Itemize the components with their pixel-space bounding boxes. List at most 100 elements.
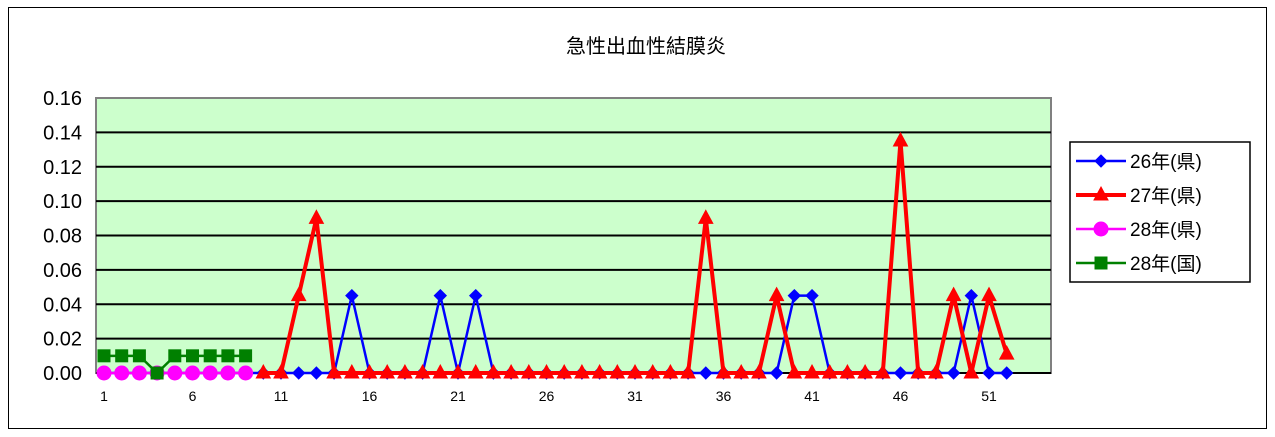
data-point (397, 363, 413, 379)
data-point (220, 365, 236, 381)
data-point (999, 366, 1014, 380)
data-point (343, 363, 360, 379)
data-point (945, 286, 962, 302)
x-tick-label: 6 (189, 388, 197, 404)
y-tick-label: 0.06 (43, 260, 82, 282)
y-tick-labels: 0.00 0.02 0.04 0.06 0.08 0.10 0.12 0.14 0.16 (43, 88, 82, 385)
data-point (839, 363, 856, 379)
data-point (910, 363, 927, 379)
x-tick-label: 51 (981, 388, 997, 404)
data-point (715, 363, 732, 379)
data-point (485, 363, 502, 379)
data-point (538, 363, 555, 379)
data-point (432, 363, 449, 379)
x-tick-labels: 1 6 11 16 21 26 31 36 41 46 51 (100, 388, 997, 404)
grid-layer (96, 131, 1051, 374)
data-point (131, 365, 147, 381)
x-tick-label: 31 (627, 388, 643, 404)
data-point (928, 363, 944, 379)
data-point (150, 366, 164, 380)
data-point (203, 349, 217, 363)
data-point (379, 363, 396, 379)
data-point (255, 363, 272, 379)
y-tick-label: 0.14 (43, 122, 82, 144)
x-tick-label: 11 (274, 388, 289, 404)
data-point (893, 366, 908, 380)
data-point (982, 366, 996, 380)
data-point (680, 363, 696, 379)
data-point (804, 363, 820, 379)
data-point (768, 286, 785, 302)
data-point (132, 349, 146, 363)
x-tick-label: 36 (716, 388, 732, 404)
data-point (115, 349, 129, 363)
data-point (964, 288, 979, 303)
chart-title: 急性出血性結膜炎 (566, 35, 726, 58)
data-point (963, 363, 980, 379)
legend: 26年(県) 27年(県) 28年(県) 28年(国) (1069, 141, 1251, 283)
y-tick-label: 0.12 (43, 157, 82, 179)
data-point (361, 363, 378, 379)
y-tick-label: 0.04 (43, 294, 82, 316)
x-tick-label: 41 (804, 388, 820, 404)
series-1 (255, 131, 1015, 379)
data-point (697, 209, 714, 224)
y-tick-label: 0.16 (43, 88, 82, 110)
data-point (186, 349, 199, 363)
data-point (167, 365, 183, 381)
data-point (787, 288, 802, 303)
data-point (326, 363, 342, 379)
data-point (946, 366, 961, 380)
legend-label: 27年(県) (1130, 185, 1202, 207)
data-point (786, 363, 803, 379)
legend-marker (1094, 154, 1108, 168)
x-tick-label: 1 (100, 388, 108, 404)
data-point (805, 288, 819, 303)
data-point (273, 363, 289, 379)
data-point (699, 366, 713, 380)
data-point (503, 363, 519, 379)
data-point (168, 349, 182, 363)
data-point (239, 349, 253, 363)
data-point (662, 363, 679, 379)
data-point (221, 349, 235, 363)
x-tick-label: 21 (450, 388, 466, 404)
x-tick-label: 16 (362, 388, 378, 404)
data-point (450, 363, 466, 379)
series-3 (97, 349, 253, 380)
data-point (468, 288, 483, 303)
data-point (769, 366, 784, 380)
legend-label: 28年(国) (1130, 253, 1202, 275)
y-tick-label: 0.02 (43, 329, 82, 351)
legend-marker (1094, 256, 1108, 270)
data-point (467, 363, 484, 379)
data-point (309, 366, 324, 380)
data-point (308, 209, 325, 224)
data-point (609, 363, 626, 379)
series-2 (96, 365, 254, 381)
data-point (627, 363, 643, 379)
data-point (998, 345, 1015, 360)
data-point (821, 363, 838, 379)
data-point (874, 363, 891, 379)
chart-frame: 急性出血性結膜炎 0.00 0.02 0.04 0.06 0.08 0.10 0.12 0.1… (8, 7, 1267, 429)
data-point (981, 286, 997, 302)
data-point (97, 349, 111, 363)
chart-svg: 急性出血性結膜炎 0.00 0.02 0.04 0.06 0.08 0.10 0.12 0.1… (43, 35, 1251, 404)
data-point (345, 288, 359, 303)
y-tick-label: 0.08 (43, 226, 82, 248)
legend-label: 28年(県) (1130, 219, 1202, 241)
legend-label: 26年(県) (1130, 151, 1202, 173)
data-point (202, 365, 218, 381)
data-point (96, 365, 112, 381)
x-tick-label: 26 (539, 388, 555, 404)
data-point (114, 365, 130, 381)
y-tick-label: 0.10 (43, 191, 82, 213)
data-point (733, 363, 750, 379)
x-tick-label: 46 (893, 388, 909, 404)
data-point (574, 363, 590, 379)
y-tick-label: 0.00 (43, 363, 82, 385)
data-point (892, 131, 909, 147)
data-point (556, 363, 573, 379)
data-point (290, 286, 307, 302)
